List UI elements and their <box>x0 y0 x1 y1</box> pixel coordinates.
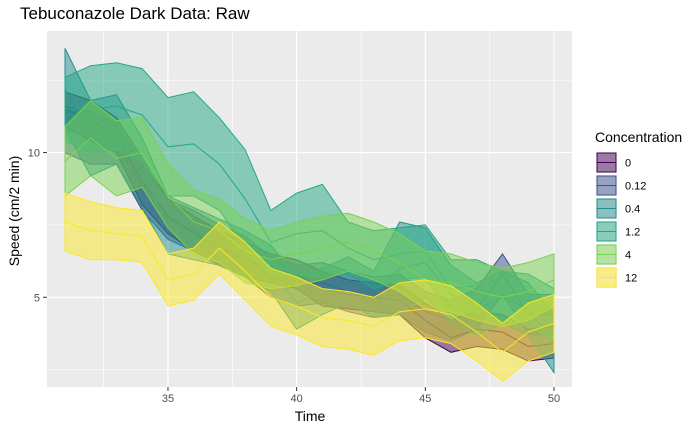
legend-item-0.4: 0.4 <box>596 198 640 219</box>
y-tick-label: 10 <box>28 148 40 160</box>
legend-item-1.2: 1.2 <box>596 221 640 242</box>
x-axis: 35 40 45 50 <box>162 387 560 405</box>
legend: Concentration 0 0.12 0.4 1.2 4 12 <box>595 129 682 288</box>
legend-item-12: 12 <box>596 267 637 288</box>
legend-title: Concentration <box>595 129 682 145</box>
legend-label: 12 <box>625 273 637 285</box>
series-12 <box>64 192 555 382</box>
x-tick-label: 50 <box>548 393 560 405</box>
x-axis-title: Time <box>295 408 326 424</box>
legend-item-0.12: 0.12 <box>596 175 646 196</box>
legend-item-4: 4 <box>596 244 631 265</box>
legend-label: 4 <box>625 250 631 262</box>
legend-item-0: 0 <box>596 152 631 173</box>
legend-label: 0.12 <box>625 181 646 193</box>
series-layer <box>64 48 555 382</box>
mean-line-4 <box>64 137 555 298</box>
mean-line-12 <box>64 221 555 353</box>
x-tick-label: 35 <box>162 393 174 405</box>
x-tick-label: 40 <box>291 393 303 405</box>
legend-label: 1.2 <box>625 227 640 239</box>
y-axis-title: Speed (cm/2 min) <box>6 156 22 266</box>
y-tick-label: 5 <box>34 292 40 304</box>
y-axis: 5 10 <box>28 148 47 304</box>
legend-label: 0.4 <box>625 204 640 216</box>
ribbon-12 <box>64 192 555 382</box>
legend-label: 0 <box>625 158 631 170</box>
legend-items: 0 0.12 0.4 1.2 4 12 <box>596 152 646 288</box>
chart-title: Tebuconazole Dark Data: Raw <box>20 4 250 23</box>
x-tick-label: 45 <box>419 393 431 405</box>
